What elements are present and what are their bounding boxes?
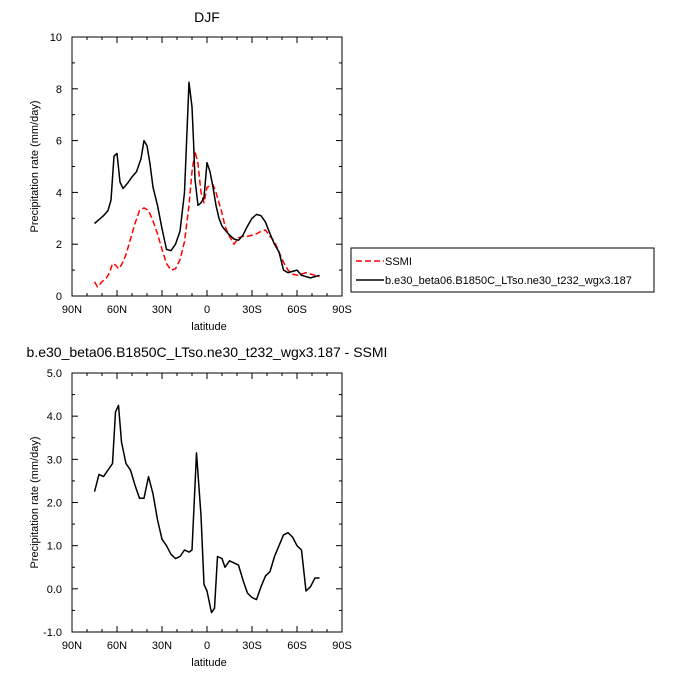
x-tick-label: 60S xyxy=(287,640,307,652)
x-tick-label: 90S xyxy=(332,640,352,652)
y-tick-label: 5.0 xyxy=(47,368,62,380)
y-tick-label: 3.0 xyxy=(47,454,62,466)
x-tick-label: 30S xyxy=(242,304,262,316)
x-tick-label: 90S xyxy=(332,304,352,316)
y-tick-label: -1.0 xyxy=(43,627,62,639)
x-tick-label: 30S xyxy=(242,640,262,652)
y-axis-label: Precipitation rate (mm/day) xyxy=(29,100,41,232)
x-tick-label: 90N xyxy=(62,640,82,652)
y-tick-label: 2.0 xyxy=(47,498,62,510)
y-tick-label: 1.0 xyxy=(47,541,62,553)
y-tick-label: 2 xyxy=(56,239,62,251)
x-tick-label: 30N xyxy=(152,640,172,652)
chart-panel-2: b.e30_beta06.B1850C_LTso.ne30_t232_wgx3.… xyxy=(27,344,388,669)
chart-title: DJF xyxy=(194,9,220,25)
x-tick-label: 60N xyxy=(107,640,127,652)
legend-box xyxy=(350,247,655,293)
x-tick-label: 0 xyxy=(204,304,210,316)
y-tick-label: 6 xyxy=(56,136,62,148)
y-axis-label: Precipitation rate (mm/day) xyxy=(29,436,41,568)
x-tick-label: 0 xyxy=(204,640,210,652)
x-tick-label: 30N xyxy=(152,304,172,316)
y-tick-label: 8 xyxy=(56,84,62,96)
series-line-ssmi xyxy=(93,150,320,288)
series-line-model xyxy=(93,404,320,614)
series-line-model xyxy=(94,81,320,279)
chart-panel-1: DJF 90N 60N 30N 0 30S 60S 90S 0 2 4 6 8 10 latitude Pre… xyxy=(29,9,655,333)
x-tick-label: 90N xyxy=(62,304,82,316)
x-axis-label: latitude xyxy=(191,657,226,669)
x-tick-label: 60S xyxy=(287,304,307,316)
y-tick-label: 4 xyxy=(56,187,62,199)
legend-label: b.e30_beta06.B1850C_LTso.ne30_t232_wgx3.… xyxy=(385,275,632,287)
y-tick-label: 0 xyxy=(56,291,62,303)
y-tick-label: 4.0 xyxy=(47,411,62,423)
legend-label: SSMI xyxy=(385,256,412,268)
chart-title: b.e30_beta06.B1850C_LTso.ne30_t232_wgx3.… xyxy=(27,344,388,360)
y-tick-label: 0.0 xyxy=(47,584,62,596)
x-axis-label: latitude xyxy=(191,321,226,333)
legend: SSMI b.e30_beta06.B1850C_LTso.ne30_t232_w… xyxy=(350,247,655,293)
y-tick-label: 10 xyxy=(50,32,62,44)
x-tick-label: 60N xyxy=(107,304,127,316)
